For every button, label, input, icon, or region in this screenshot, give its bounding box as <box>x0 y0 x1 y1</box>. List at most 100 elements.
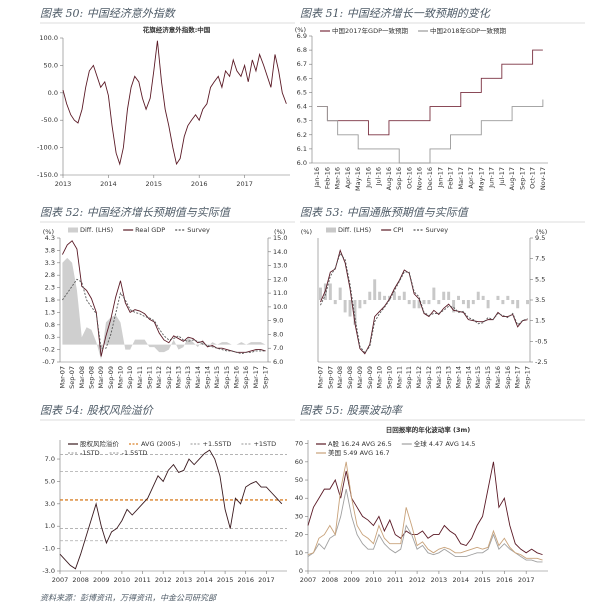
x-tick-label: Sep-07 <box>326 366 334 389</box>
x-tick-label: Nov-16 <box>416 167 424 190</box>
x-tick-label: Mar-11 <box>136 366 144 388</box>
x-tick-label: 2010 <box>365 576 382 584</box>
x-tick-label: 2007 <box>300 576 317 584</box>
x-tick-label: Sep-12 <box>165 366 173 389</box>
x-tick-label: Sep-11 <box>145 366 153 389</box>
x-tick-label: Sep-08 <box>346 366 354 389</box>
legend-label: 全球 4.47 AVG 14.5 <box>414 439 476 448</box>
legend-label: +1STD <box>253 440 276 448</box>
bar <box>461 300 465 305</box>
chart-subtitle: 花旗经济意外指数:中国 <box>143 25 211 34</box>
x-tick-label: Mar-07 <box>316 366 324 388</box>
x-tick-label: Sep-15 <box>223 366 231 389</box>
y-axis-label: (%) <box>43 228 54 236</box>
x-tick-label: 2017 <box>236 180 253 188</box>
x-tick-label: 2012 <box>155 576 172 584</box>
bar <box>328 283 332 300</box>
line <box>307 489 543 563</box>
x-tick-label: Sep-16 <box>242 366 250 389</box>
bar <box>412 300 416 309</box>
y-tick-label: 3.3 <box>45 259 55 267</box>
bar <box>466 300 470 309</box>
y-tick-label: 50 <box>295 476 303 484</box>
y-tick-label: 20 <box>295 531 303 539</box>
y-tick-label: 40 <box>295 494 303 502</box>
bar <box>373 279 377 300</box>
bar <box>378 291 382 300</box>
x-tick-label: Jul-17 <box>498 167 506 186</box>
y-tick-label: 3.8 <box>45 246 55 254</box>
x-tick-label: 2013 <box>55 180 72 188</box>
x-tick-label: Aug-17 <box>508 167 516 190</box>
y-tick-label: 6.3 <box>297 117 307 125</box>
bar <box>338 287 342 300</box>
x-tick-label: Mar-14 <box>194 366 202 388</box>
line <box>62 40 287 166</box>
x-tick-label: Jan-17 <box>436 167 444 189</box>
x-tick-label: Mar-09 <box>356 366 364 388</box>
chart-subtitle: 日回报率的年化波动率 (3m) <box>386 425 471 434</box>
area <box>62 257 266 360</box>
y-tick-label: 6.8 <box>297 46 307 54</box>
figure-title: 图表 53: 中国通胀预期值与实际值 <box>300 206 470 219</box>
y-tick-label: 10 <box>295 549 303 557</box>
legend-label: Survey <box>187 226 210 234</box>
y-tick-label: 6.0 <box>297 159 307 167</box>
bar <box>447 291 451 300</box>
y-tick-label: 2.3 <box>45 284 55 292</box>
x-tick-label: Oct-17 <box>529 167 537 189</box>
y-tick-label: 6.4 <box>297 103 307 111</box>
y-tick-label: -50.0 <box>41 116 58 124</box>
y-tick-label: 6.2 <box>297 131 307 139</box>
figure-title: 图表 50: 中国经济意外指数 <box>40 7 177 20</box>
x-tick-label: 2015 <box>217 576 234 584</box>
legend-label: 中国2018年GDP一致预期 <box>430 26 507 35</box>
x-tick-label: Mar-13 <box>175 366 183 388</box>
x-tick-label: Mar-08 <box>336 366 344 388</box>
x-tick-label: Mar-13 <box>435 366 443 388</box>
bar <box>457 295 460 300</box>
x-tick-label: Mar-11 <box>395 366 403 388</box>
x-tick-label: Jun-16 <box>364 167 372 189</box>
x-tick-label: 2009 <box>93 576 110 584</box>
x-tick-label: Feb-16 <box>323 167 331 189</box>
bar <box>343 300 347 313</box>
x-tick-label: Mar-08 <box>78 366 86 388</box>
x-tick-label: 2012 <box>409 576 426 584</box>
x-tick-label: Sep-09 <box>107 366 115 389</box>
figure-title: 图表 51: 中国经济增长一致预期的变化 <box>300 7 492 20</box>
y-tick-label: 7.5 <box>535 255 545 263</box>
y-axis-label: (%) <box>301 228 312 236</box>
source-note: 资料来源：彭博资讯，万得资讯，中金公司研究部 <box>40 594 218 603</box>
y-tick-label: 7.0 <box>273 344 283 352</box>
bar <box>417 300 421 309</box>
bar <box>348 300 352 317</box>
x-tick-label: Mar-17 <box>457 167 465 189</box>
bar <box>442 291 446 300</box>
x-tick-label: 2007 <box>52 576 69 584</box>
x-tick-label: Jan-16 <box>313 167 321 189</box>
bar <box>432 287 436 300</box>
x-tick-label: Mar-15 <box>213 366 221 388</box>
y-tick-label: 6.0 <box>273 358 283 366</box>
bar <box>526 300 530 305</box>
line <box>320 252 528 354</box>
x-tick-label: 2016 <box>237 576 254 584</box>
bar <box>476 291 480 300</box>
legend-label: CPI <box>393 226 403 234</box>
x-tick-label: Mar-15 <box>474 366 482 388</box>
y-tick-label: 6.1 <box>297 145 307 153</box>
x-tick-label: Sep-08 <box>87 366 95 389</box>
y-tick-label: 8.0 <box>273 330 283 338</box>
x-tick-label: 2016 <box>191 180 208 188</box>
line <box>307 461 543 556</box>
x-tick-label: Sep-16 <box>395 167 403 190</box>
y-tick-label: 4.3 <box>45 234 55 242</box>
bar <box>481 295 485 300</box>
y-tick-label: 6.6 <box>297 74 307 82</box>
x-tick-label: Mar-07 <box>58 366 66 388</box>
y-tick-label: -100.0 <box>37 144 58 152</box>
x-tick-label: Mar-12 <box>155 366 163 388</box>
x-tick-label: Nov-17 <box>539 167 547 190</box>
